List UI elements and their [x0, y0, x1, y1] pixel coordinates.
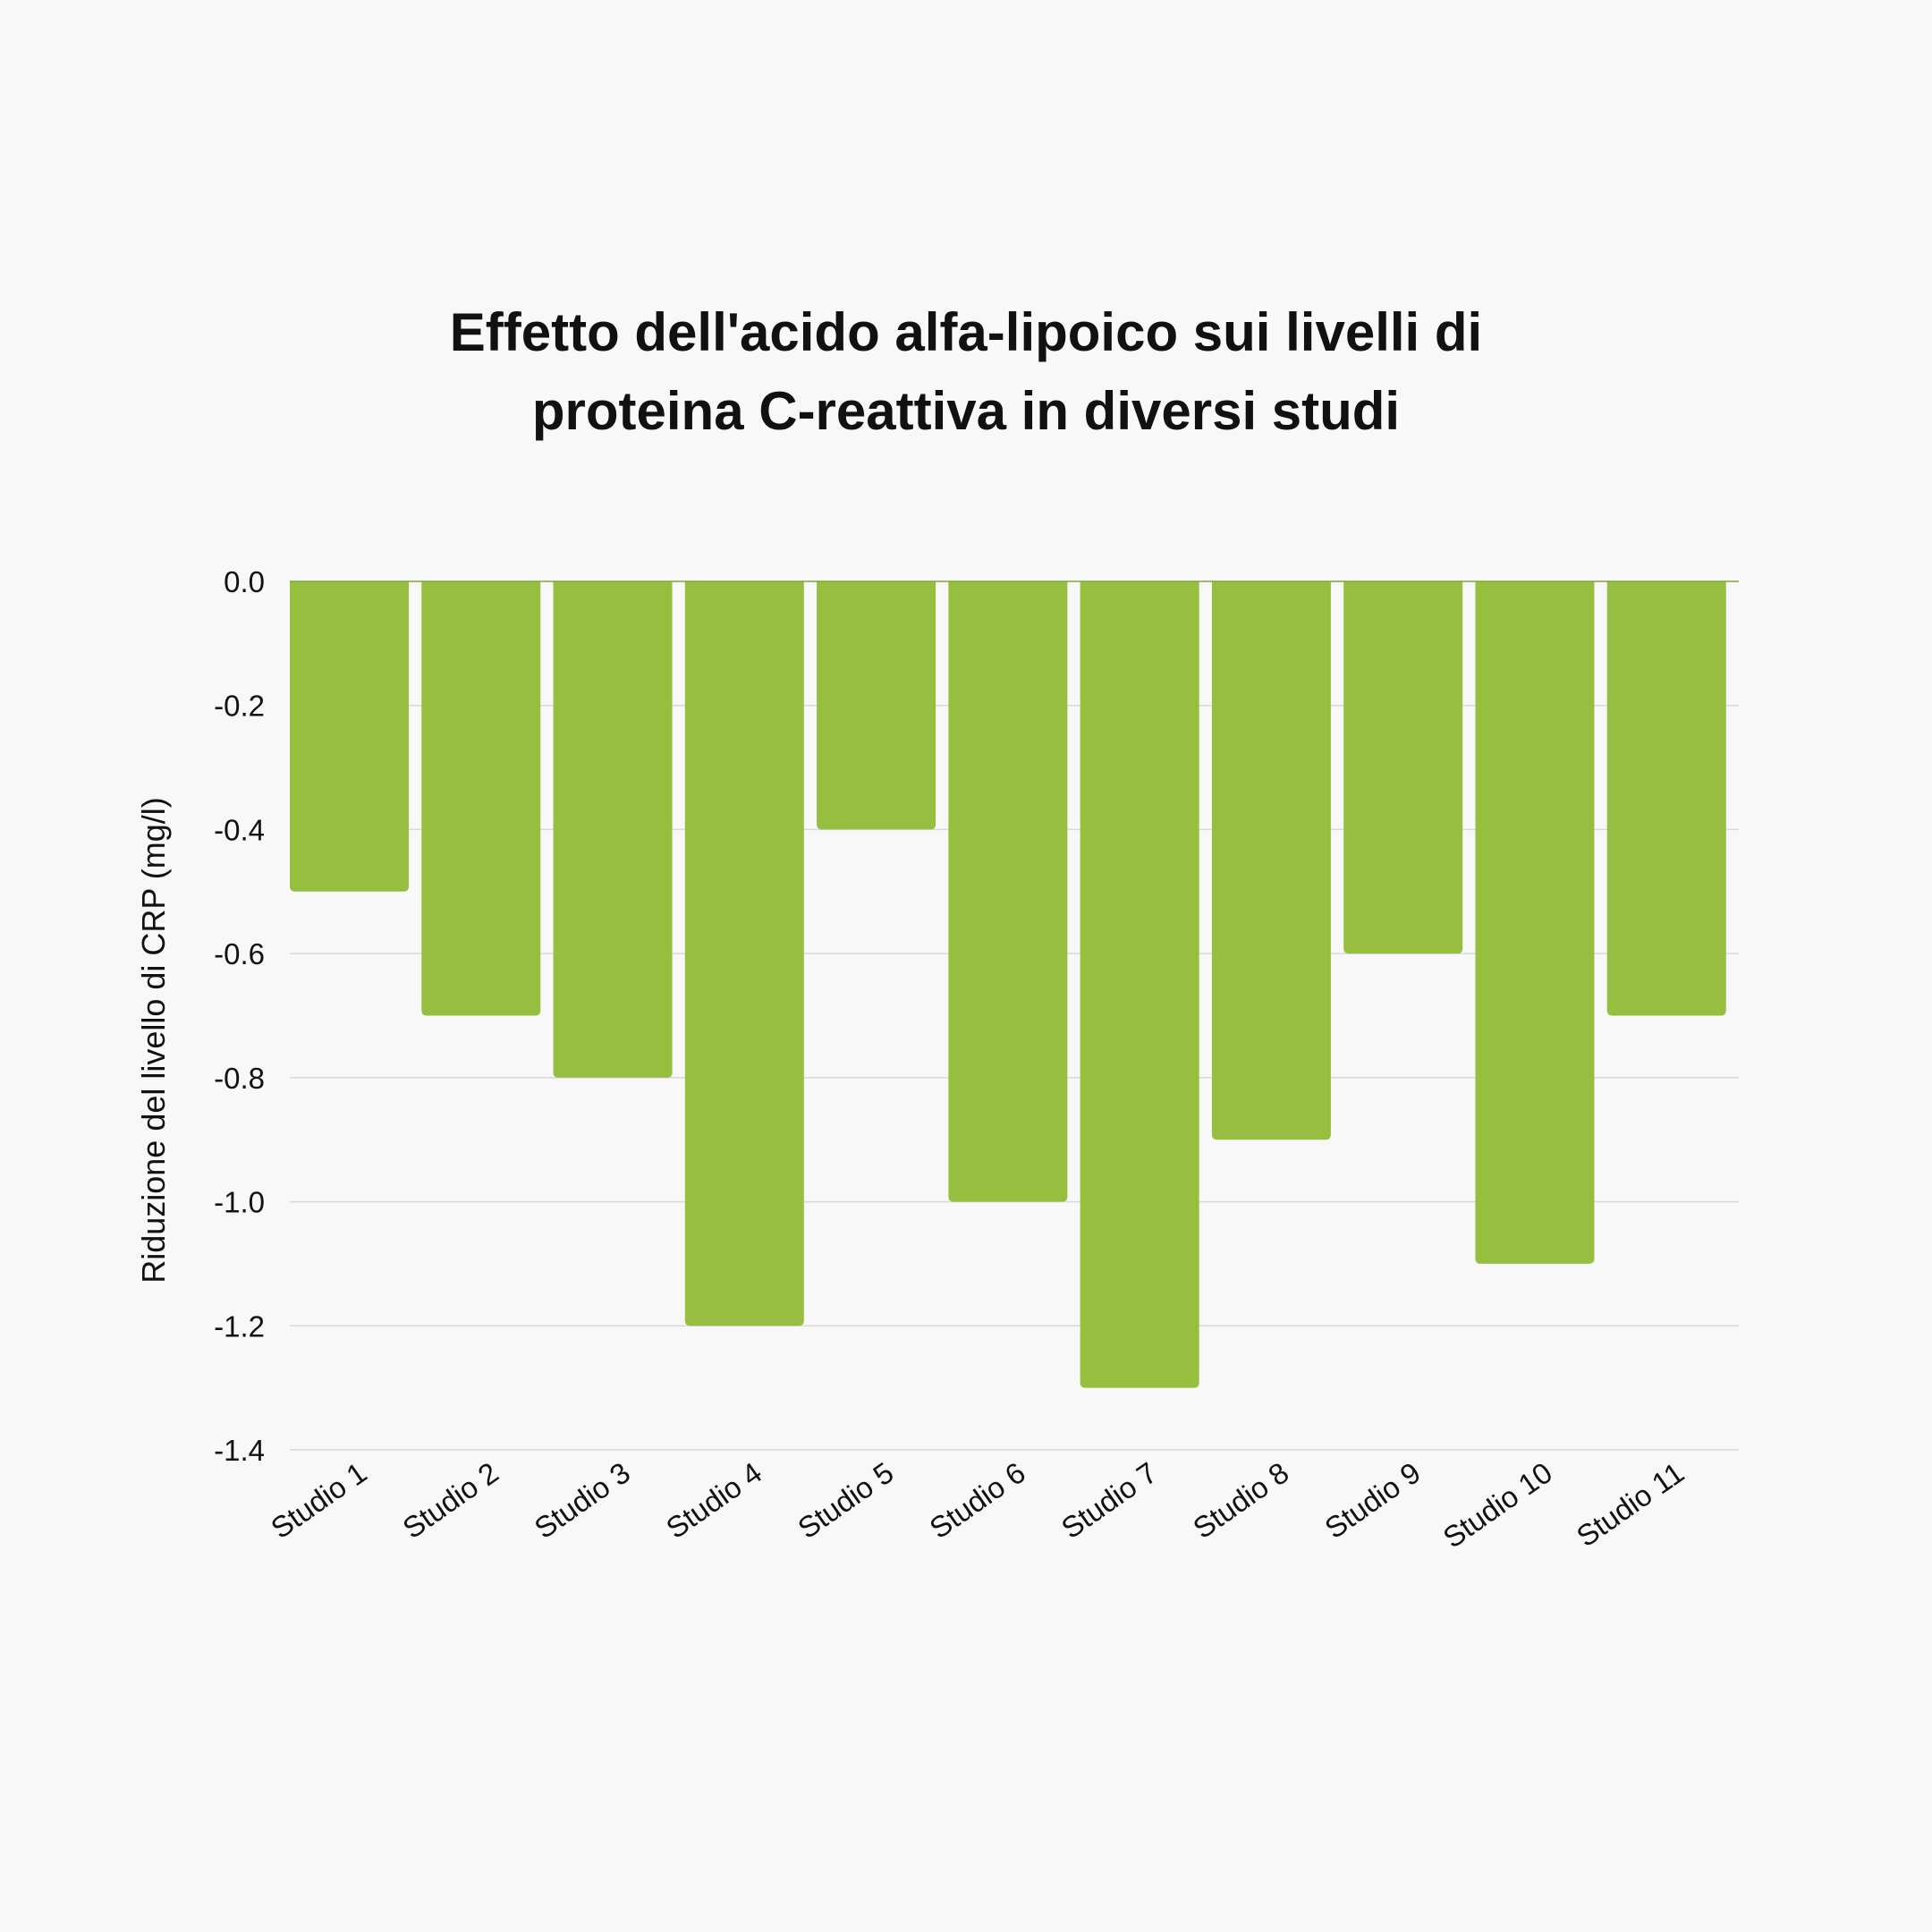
x-tick-label: Studio 5: [792, 1455, 899, 1545]
y-tick-label: 0.0: [224, 565, 265, 598]
x-tick-label: Studio 4: [660, 1455, 767, 1545]
x-tick-label: Studio 11: [1571, 1455, 1690, 1553]
x-tick-label: Studio 1: [265, 1455, 372, 1545]
bar: [1475, 581, 1595, 1264]
bar: [1080, 581, 1199, 1388]
x-axis-ticks: Studio 1 Studio 2 Studio 3 Studio 4 Studio 5…: [265, 1455, 1690, 1554]
bar: [684, 581, 804, 1326]
x-tick-label: Studio 2: [396, 1455, 504, 1545]
x-tick-label: Studio 7: [1055, 1455, 1163, 1545]
bar: [1343, 581, 1463, 954]
y-tick-label: -0.8: [214, 1062, 265, 1095]
y-tick-label: -1.0: [214, 1186, 265, 1219]
bar: [948, 581, 1068, 1202]
y-tick-label: -0.6: [214, 937, 265, 970]
x-tick-label: Studio 8: [1187, 1455, 1294, 1545]
bar: [1606, 581, 1726, 1016]
x-tick-label: Studio 9: [1318, 1455, 1426, 1545]
chart-title-line-2: proteina C-reattiva in diversi studi: [532, 381, 1400, 441]
bar: [421, 581, 541, 1016]
bars: [290, 581, 1726, 1388]
chart-title-line-1: Effetto dell'acido alfa-lipoico sui live…: [450, 302, 1482, 362]
x-tick-label: Studio 10: [1437, 1455, 1558, 1554]
y-tick-label: -1.2: [214, 1309, 265, 1343]
bar: [817, 581, 936, 830]
y-axis-label: Riduzione del livello di CRP (mg/l): [135, 797, 172, 1284]
x-tick-label: Studio 3: [529, 1455, 636, 1545]
y-tick-label: -1.4: [214, 1434, 265, 1467]
bar: [553, 581, 673, 1078]
y-tick-label: -0.2: [214, 690, 265, 723]
bar: [290, 581, 409, 892]
y-tick-label: -0.4: [214, 813, 265, 846]
bar: [1211, 581, 1331, 1140]
y-axis-ticks: 0.0 -0.2 -0.4 -0.6 -0.8 -1.0 -1.2 -1.4: [214, 565, 265, 1467]
x-tick-label: Studio 6: [923, 1455, 1030, 1545]
